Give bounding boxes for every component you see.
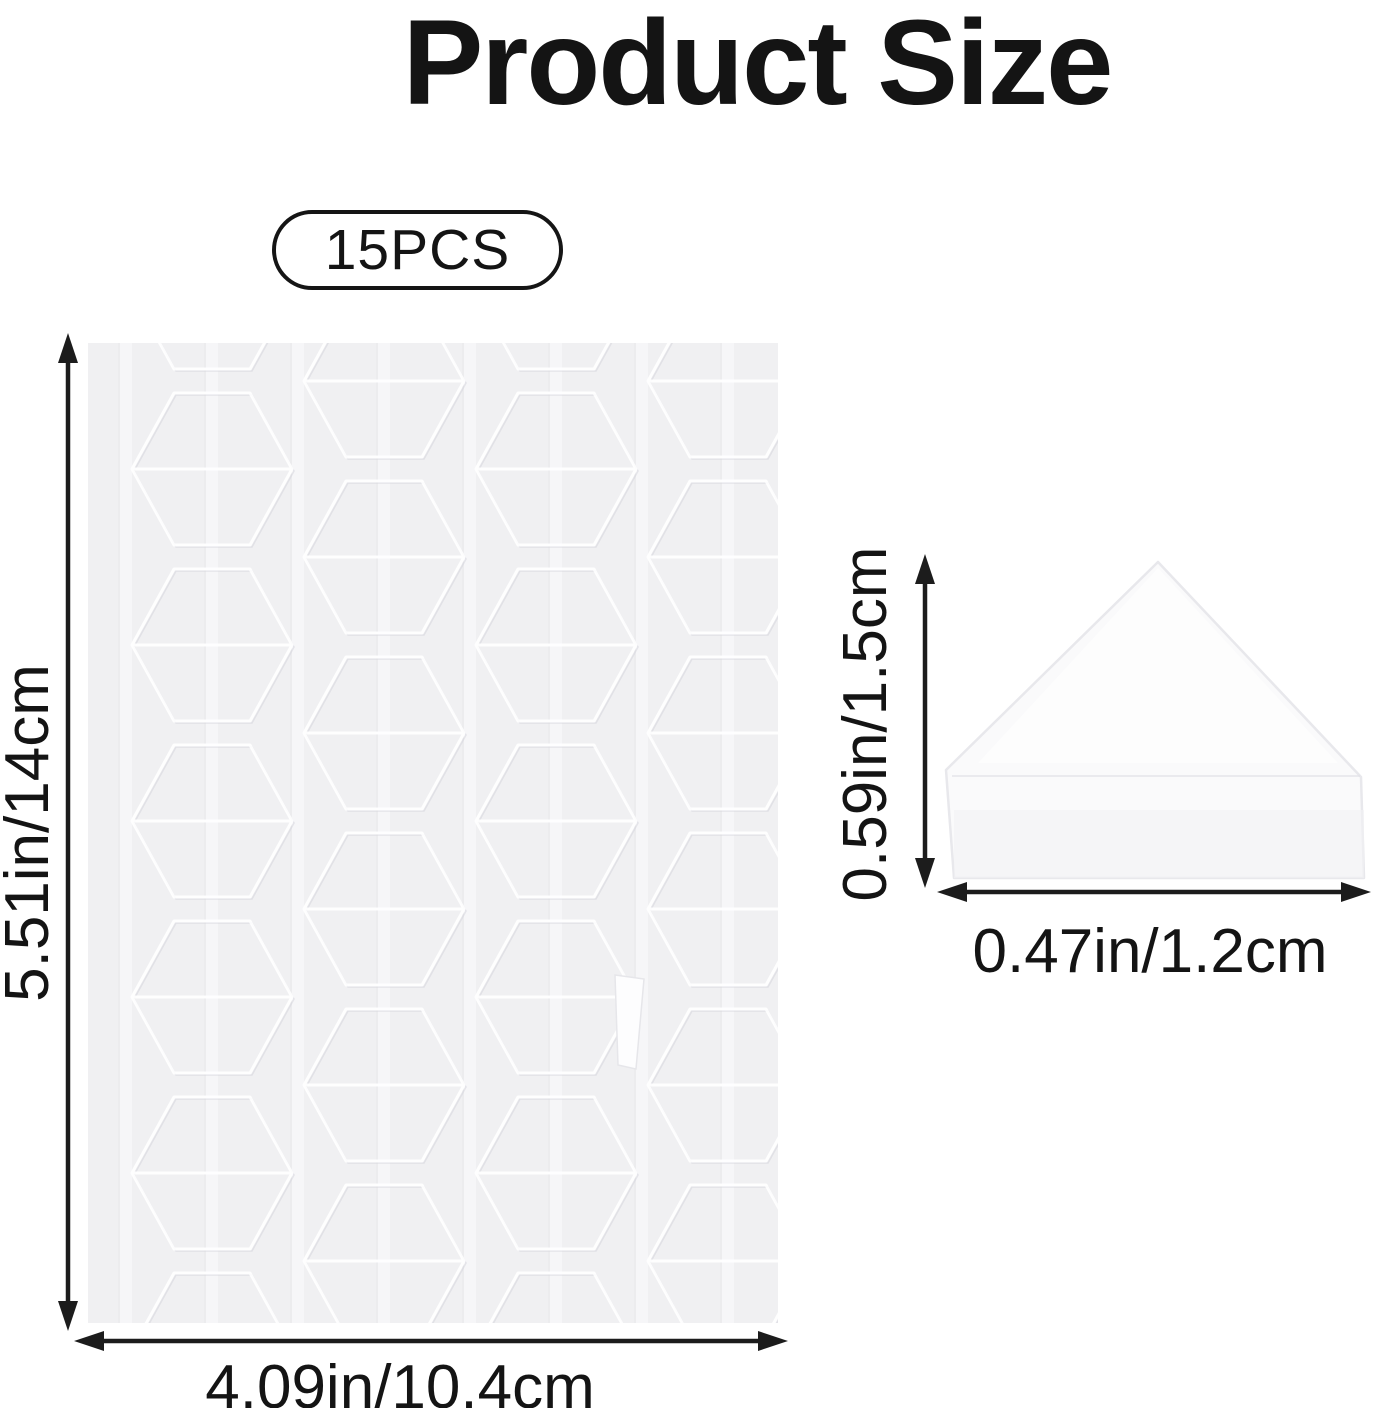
- corner-sticker: [944, 560, 1366, 880]
- page-title: Product Size: [402, 0, 1114, 130]
- corner-height-label: 0.59in/1.5cm: [831, 546, 900, 902]
- sticker-sheet-texture: [118, 215, 820, 1408]
- sheet-width-label: 4.09in/10.4cm: [205, 1353, 595, 1408]
- corner-sticker-highlight: [978, 568, 1338, 763]
- sheet-width-dimension-arrow: [74, 1331, 788, 1351]
- sticker-sheet: [88, 215, 820, 1408]
- piece-count-label: 15PCS: [324, 218, 511, 282]
- corner-height-dimension-arrow: [915, 554, 935, 888]
- sheet-height-dimension-arrow: [58, 333, 78, 1331]
- corner-width-label: 0.47in/1.2cm: [972, 917, 1328, 986]
- peeled-sticker: [614, 974, 645, 1070]
- corner-width-dimension-arrow: [937, 882, 1371, 902]
- corner-sticker-bottom-band: [954, 810, 1364, 878]
- piece-count-badge: 15PCS: [272, 210, 563, 290]
- sheet-height-label: 5.51in/14cm: [0, 664, 62, 1002]
